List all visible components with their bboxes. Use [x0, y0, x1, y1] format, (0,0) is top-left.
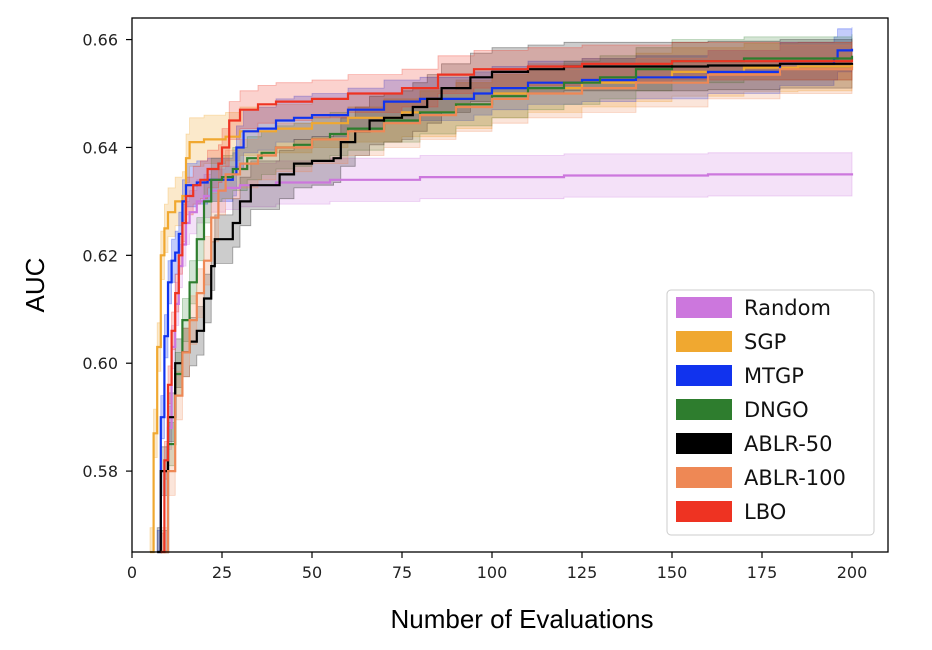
- legend-swatch-ablr-50: [676, 433, 732, 454]
- x-tick-label: 75: [392, 563, 412, 582]
- series-line-ablr-50: [157, 62, 854, 554]
- legend-label-ablr-100: ABLR-100: [744, 466, 846, 490]
- x-tick-label: 25: [212, 563, 232, 582]
- band-random: [163, 151, 853, 553]
- x-tick-label: 125: [567, 563, 598, 582]
- legend: Random SGP MTGP DNGO ABLR-50 ABLR-100 LBO: [666, 289, 875, 536]
- legend-label-ablr-50: ABLR-50: [744, 432, 833, 456]
- y-tick-label: 0.62: [82, 246, 118, 265]
- legend-swatch-dngo: [676, 399, 732, 420]
- y-tick-label: 0.60: [82, 354, 118, 373]
- x-tick-label: 0: [127, 563, 137, 582]
- x-tick-label: 150: [657, 563, 688, 582]
- legend-label-random: Random: [744, 296, 831, 320]
- y-tick-label: 0.58: [82, 462, 118, 481]
- legend-swatch-mtgp: [676, 365, 732, 386]
- x-tick-label: 175: [747, 563, 778, 582]
- y-axis: 0.58 0.60 0.62 0.64 0.66: [82, 31, 132, 481]
- legend-label-dngo: DNGO: [744, 398, 809, 422]
- legend-label-mtgp: MTGP: [744, 364, 804, 388]
- band-lbo: [160, 40, 853, 553]
- band-ablr-50: [156, 38, 853, 553]
- y-axis-title: AUC: [20, 258, 50, 313]
- y-tick-label: 0.64: [82, 138, 118, 157]
- band-ablr-100: [160, 42, 853, 553]
- x-tick-label: 50: [302, 563, 322, 582]
- legend-swatch-sgp: [676, 331, 732, 352]
- x-tick-label: 200: [837, 563, 868, 582]
- x-axis-title: Number of Evaluations: [390, 604, 653, 634]
- x-tick-label: 100: [477, 563, 508, 582]
- legend-swatch-ablr-100: [676, 467, 732, 488]
- y-tick-label: 0.66: [82, 31, 118, 50]
- x-axis: 0 25 50 75 100 125 150 175 200: [127, 552, 867, 582]
- line-layer: [150, 48, 854, 554]
- legend-swatch-lbo: [676, 501, 732, 522]
- plot-frame: [131, 17, 889, 553]
- series-line-lbo: [160, 59, 854, 554]
- series-line-ablr-100: [160, 66, 854, 554]
- legend-swatch-random: [676, 297, 732, 318]
- legend-label-lbo: LBO: [744, 500, 786, 524]
- legend-label-sgp: SGP: [744, 330, 786, 354]
